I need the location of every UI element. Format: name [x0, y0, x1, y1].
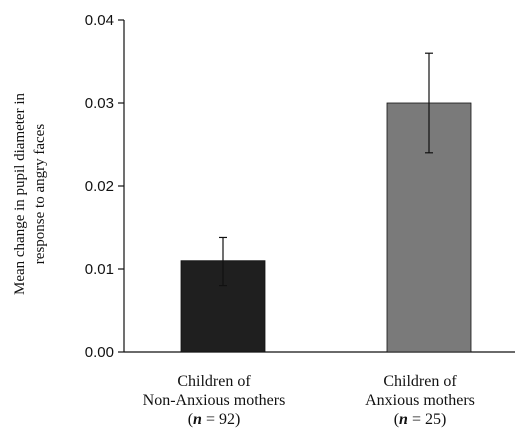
y-axis-label-line: response to angry faces: [32, 124, 48, 265]
x-category-label-line: Children of: [177, 373, 251, 390]
x-category-n-label: (n = 25): [394, 411, 447, 428]
y-tick-label: 0.01: [85, 261, 114, 278]
y-tick-label: 0.03: [85, 95, 114, 112]
y-axis-label-line: Mean change in pupil diameter in: [12, 92, 28, 295]
y-axis-label: Mean change in pupil diameter in response…: [12, 92, 48, 295]
y-tick-label: 0.04: [85, 12, 114, 29]
bars: [180, 102, 472, 353]
x-category-labels: Children of Non-Anxious mothers (n = 92) Ch…: [143, 373, 475, 428]
y-ticks: 0.00 0.01 0.02 0.03 0.04: [85, 12, 124, 361]
x-category-label-line: Non-Anxious mothers: [143, 392, 286, 409]
x-category-label-line: Anxious mothers: [365, 392, 475, 409]
x-category-label-line: Children of: [383, 373, 457, 390]
y-tick-label: 0.02: [85, 178, 114, 195]
error-bars: [219, 52, 433, 287]
x-category-n-label: (n = 92): [188, 411, 241, 428]
y-tick-label: 0.00: [85, 344, 114, 361]
